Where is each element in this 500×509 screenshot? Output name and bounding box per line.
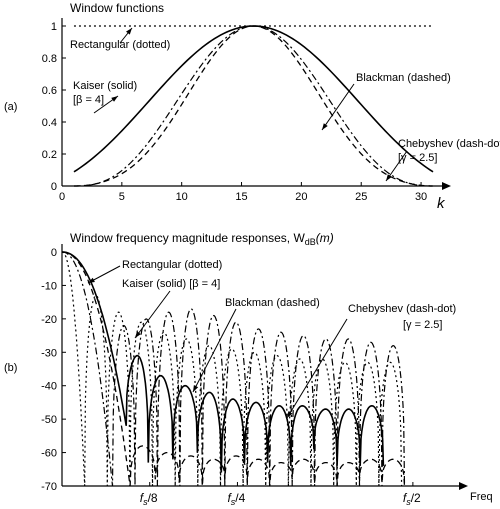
panel-b-series-rectangular — [61, 251, 403, 487]
panel-a-annotation-text: [γ = 2.5] — [398, 152, 437, 164]
panel-a-y-tick-label: 0 — [51, 181, 57, 193]
panel-b-y-tick-label: -10 — [41, 280, 57, 292]
panel-b-annotation-kaiser: Kaiser (solid) [β = 4] — [122, 278, 220, 339]
panel-b-series-chebyshev — [61, 251, 406, 487]
panel-a-annotation-text: Blackman (dashed) — [356, 72, 451, 84]
panel-a-x-tick-label: 15 — [235, 191, 247, 203]
panel-a-y-tick-label: 0.2 — [42, 149, 57, 161]
panel-a-x-tick-label: 10 — [176, 191, 188, 203]
panel-b-annotation-blackman: Blackman (dashed) — [192, 297, 320, 393]
panel-a-y-tick-label: 0.4 — [42, 117, 57, 129]
panel-a-y-tick-label: 1 — [51, 21, 57, 33]
panel-a-annotation-arrow — [321, 83, 355, 131]
panel-a-annotation-rectangular: Rectangular (dotted) — [70, 27, 170, 51]
panel-a-annotation-arrowhead — [322, 123, 328, 130]
panel-b-y-tick-label: -30 — [41, 347, 57, 359]
panel-b-annotation-text: [γ = 2.5] — [403, 319, 442, 331]
panel-a-annotation-text: [β = 4] — [73, 94, 104, 106]
panel-a-annotation-chebyshev: Chebyshev (dash-dot) [γ = 2.5] — [385, 138, 500, 182]
panel-b-y-tick-label: -20 — [41, 314, 57, 326]
panel-b-x-axis-arrow — [459, 482, 468, 490]
panel-a-window-functions: (a) Window functions k 0 5 10 15 20 25 30 0 0.2 0… — [4, 1, 500, 212]
panel-b-annotation-arrow — [286, 318, 348, 419]
panel-a-annotation-text: Chebyshev (dash-dot) — [398, 138, 500, 150]
panel-a-annotation-text: Kaiser (solid) — [73, 80, 137, 92]
panel-b-title: Window frequency magnitude responses, Wd… — [70, 231, 334, 247]
panel-a-y-tick-label: 0.8 — [42, 53, 57, 65]
panel-a-annotation-blackman: Blackman (dashed) — [321, 72, 451, 131]
panel-b-annotation-arrow — [134, 290, 171, 339]
panel-a-annotation-arrowhead — [386, 174, 392, 181]
panel-b-label: (b) — [4, 362, 17, 374]
panel-b-y-tick-label: 0 — [51, 247, 57, 259]
panel-b-annotation-arrowhead — [287, 411, 293, 418]
panel-b-y-tick-label: -50 — [41, 414, 57, 426]
panel-a-annotation-arrowhead — [111, 96, 118, 102]
panel-b-y-tick-label: -60 — [41, 448, 57, 460]
panel-b-y-tick-label: -70 — [41, 481, 57, 493]
panel-b-annotation-arrowhead — [88, 277, 95, 283]
panel-b-x-tick-label: fs/4 — [227, 491, 245, 507]
panel-a-x-tick-label: 25 — [355, 191, 367, 203]
panel-b-annotation-arrow — [192, 308, 237, 393]
panel-b-annotation-rectangular: Rectangular (dotted) — [87, 259, 222, 284]
panel-a-annotation-kaiser: Kaiser (solid) [β = 4] — [73, 80, 137, 114]
panel-b-frequency-responses: (b) Window frequency magnitude responses… — [4, 231, 493, 507]
panel-a-annotation-arrowhead — [126, 28, 132, 35]
panel-b-annotation-chebyshev: Chebyshev (dash-dot) [γ = 2.5] — [286, 303, 456, 419]
panel-a-title: Window functions — [70, 1, 164, 15]
panel-a-x-tick-label: 5 — [119, 191, 125, 203]
panel-a-x-tick-label: 20 — [295, 191, 307, 203]
panel-b-x-tick-label: fs/8 — [140, 491, 158, 507]
panel-b-annotation-text: Chebyshev (dash-dot) — [348, 303, 456, 315]
panel-b-x-tick-label: fs/2 — [403, 491, 421, 507]
panel-a-label: (a) — [4, 101, 17, 113]
panel-a-x-axis-arrow — [442, 182, 451, 190]
panel-a-annotation-text: Rectangular (dotted) — [70, 39, 170, 51]
panel-a-series-chebyshev — [73, 25, 434, 187]
panel-b-annotation-text: Kaiser (solid) [β = 4] — [122, 278, 220, 290]
panel-b-annotation-arrowhead — [135, 331, 141, 338]
panel-b-series-blackman — [61, 251, 406, 487]
panel-b-x-axis-label: Freq — [470, 491, 493, 503]
panel-b-annotation-text: Rectangular (dotted) — [122, 259, 222, 271]
panel-b-annotation-text: Blackman (dashed) — [225, 297, 320, 309]
panel-a-x-tick-label: 30 — [415, 191, 427, 203]
panel-b-annotation-arrowhead — [193, 385, 199, 392]
panel-a-x-tick-label: 0 — [59, 191, 65, 203]
panel-a-y-tick-label: 0.6 — [42, 85, 57, 97]
panel-a-x-axis-label: k — [437, 195, 446, 212]
panel-b-y-tick-label: -40 — [41, 381, 57, 393]
